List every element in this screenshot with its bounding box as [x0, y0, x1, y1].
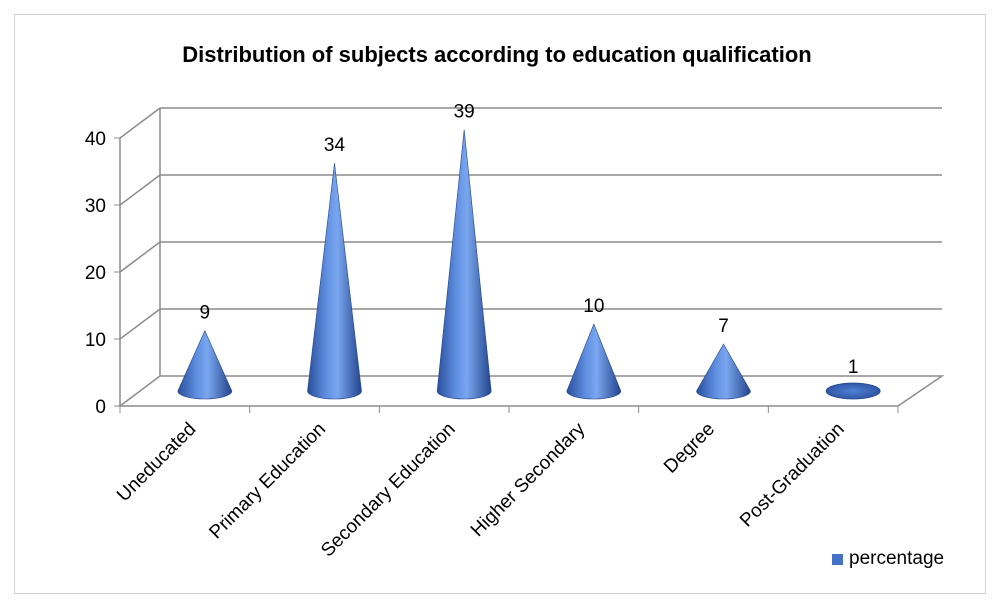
data-label: 9	[200, 303, 211, 324]
x-tick-label: Secondary Education	[317, 419, 460, 562]
x-tick-label: Primary Education	[205, 419, 330, 544]
data-label: 1	[848, 357, 859, 378]
chart-title: Distribution of subjects according to ed…	[182, 42, 812, 67]
axes	[114, 108, 945, 413]
cone-bar	[177, 329, 233, 400]
chart-frame	[14, 14, 986, 594]
gridline-side	[119, 241, 161, 273]
data-label: 7	[718, 316, 729, 337]
y-tick-label: 0	[95, 397, 106, 418]
x-tick-label: Degree	[660, 419, 719, 478]
gridline-side	[119, 107, 161, 139]
legend-label: percentage	[849, 548, 945, 569]
floor	[117, 375, 945, 407]
cone-bar	[566, 323, 622, 400]
data-label: 34	[324, 135, 346, 156]
data-labels: 9 34 39 10 7 1	[200, 102, 859, 378]
cone-bar	[825, 382, 881, 400]
legend-swatch	[832, 553, 843, 565]
y-tick-label: 30	[85, 196, 106, 217]
y-tick-label: 40	[85, 129, 106, 150]
y-tick-label: 10	[85, 330, 106, 351]
cone-bar	[307, 163, 362, 400]
cone-series	[177, 129, 881, 400]
x-tick-label: Higher Secondary	[467, 418, 590, 541]
cone-bar	[436, 129, 492, 400]
cone-bar	[696, 343, 751, 400]
y-tick-labels: 0 10 20 30 40	[85, 129, 106, 418]
data-label: 39	[454, 102, 475, 123]
legend: percentage	[832, 548, 944, 570]
x-tick-label: Post-Graduation	[736, 419, 849, 532]
x-tick-label: Uneducated	[113, 419, 200, 506]
data-label: 10	[583, 296, 604, 317]
y-tick-label: 20	[85, 263, 106, 284]
gridline-side	[119, 308, 161, 340]
gridlines	[119, 107, 942, 340]
gridline-side	[119, 174, 161, 206]
